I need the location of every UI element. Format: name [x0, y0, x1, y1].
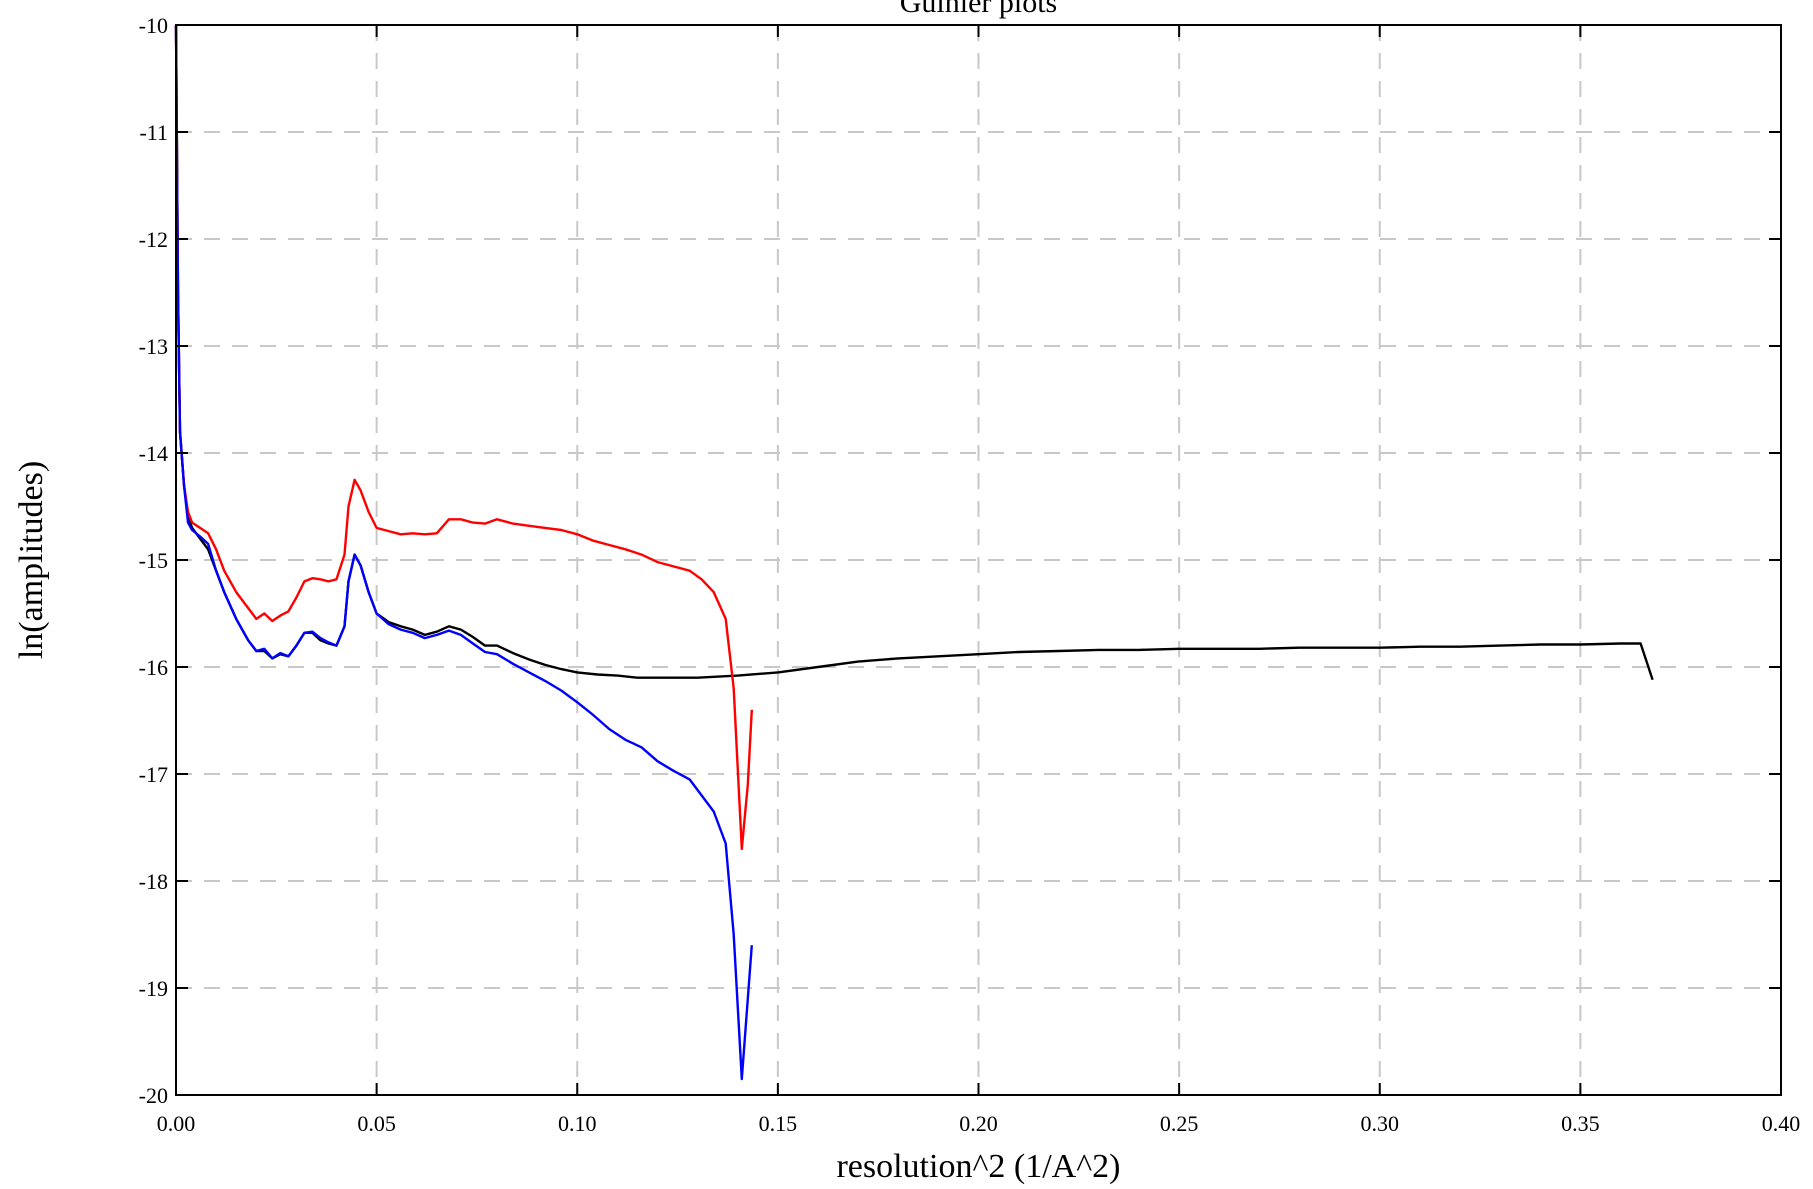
x-tick-label: 0.25 [1160, 1111, 1199, 1136]
x-tick-label: 0.15 [759, 1111, 798, 1136]
x-axis-title: resolution^2 (1/A^2) [836, 1148, 1120, 1185]
data-series [174, 24, 1654, 1081]
x-tick-label: 0.40 [1762, 1111, 1801, 1136]
y-tick-label: -10 [139, 13, 168, 38]
x-tick-label: 0.00 [157, 1111, 196, 1136]
y-tick-label: -14 [139, 441, 168, 466]
y-tick-label: -13 [139, 334, 168, 359]
chart-title: Guinier plots [900, 0, 1058, 19]
axis-ticks [175, 24, 1782, 1096]
y-axis-title: ln(amplitudes) [13, 461, 50, 659]
series-line-1 [174, 24, 1654, 681]
x-tick-label: 0.35 [1561, 1111, 1600, 1136]
x-tick-label: 0.10 [558, 1111, 597, 1136]
x-tick-label: 0.30 [1361, 1111, 1400, 1136]
y-tick-label: -11 [139, 120, 168, 145]
x-tick-labels: 0.00 0.05 0.10 0.15 0.20 0.25 0.30 0.35 0.40 [157, 1111, 1801, 1136]
y-tick-label: -12 [139, 227, 168, 252]
y-tick-label: -16 [139, 655, 168, 680]
y-tick-label: -20 [139, 1083, 168, 1108]
x-tick-label: 0.05 [357, 1111, 396, 1136]
x-tick-label: 0.20 [959, 1111, 998, 1136]
y-tick-label: -19 [139, 976, 168, 1001]
y-tick-label: -17 [139, 762, 168, 787]
y-tick-labels: -10 -11 -12 -13 -14 -15 -16 -17 -18 -19 -20 [139, 13, 168, 1108]
series-line-2 [174, 24, 753, 851]
y-tick-label: -15 [139, 548, 168, 573]
y-tick-label: -18 [139, 869, 168, 894]
gridlines [176, 25, 1781, 1095]
series-line-3 [174, 24, 753, 1081]
